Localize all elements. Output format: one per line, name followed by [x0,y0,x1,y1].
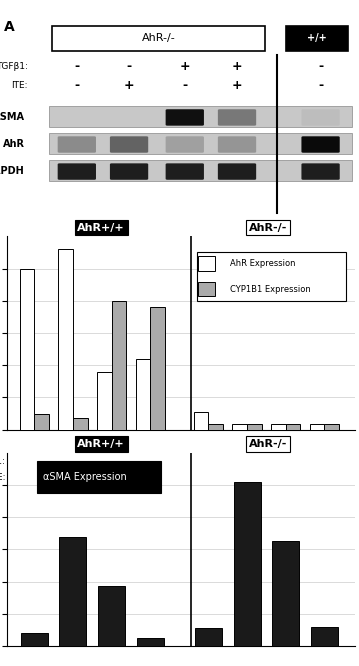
Bar [325,424,339,430]
Text: -: - [206,474,211,484]
Text: AhR Expression: AhR Expression [230,259,295,268]
FancyBboxPatch shape [110,137,148,153]
FancyBboxPatch shape [302,163,340,180]
Bar [232,424,247,430]
Text: +/+: +/+ [307,33,327,43]
Text: +: + [242,457,252,467]
FancyBboxPatch shape [165,163,204,180]
Text: CYP1B1 Expression: CYP1B1 Expression [230,284,311,294]
Bar [73,418,88,430]
FancyBboxPatch shape [302,109,340,126]
Bar [198,256,215,270]
Text: αSMA Expression: αSMA Expression [43,472,127,482]
FancyBboxPatch shape [286,26,349,51]
FancyBboxPatch shape [49,106,352,127]
Text: +: + [180,60,190,73]
FancyBboxPatch shape [49,133,352,155]
Text: +: + [68,457,78,467]
Text: TGFβ1:: TGFβ1: [0,62,28,71]
Text: -: - [318,79,323,92]
Text: AhR: AhR [3,139,24,149]
FancyBboxPatch shape [302,137,340,153]
Text: +: + [281,457,290,467]
Text: -: - [32,457,37,467]
Bar [310,424,325,430]
Bar [34,414,49,430]
Text: -: - [74,60,79,73]
Text: +: + [107,457,116,467]
Bar [19,268,34,430]
Text: AhR-/-: AhR-/- [249,222,288,232]
Text: ITE:: ITE: [11,81,28,90]
Bar [195,628,222,646]
Text: +: + [281,474,290,484]
FancyBboxPatch shape [197,252,346,301]
Text: +: + [320,474,329,484]
Text: GAPDH: GAPDH [0,166,24,176]
Text: -: - [71,474,75,484]
Text: -: - [74,79,79,92]
Text: AhR+/+: AhR+/+ [78,439,125,449]
Text: TGFβ1:: TGFβ1: [0,457,5,466]
FancyBboxPatch shape [165,109,204,126]
FancyBboxPatch shape [58,137,96,153]
Text: -: - [126,60,132,73]
FancyBboxPatch shape [218,163,256,180]
Bar [58,249,73,430]
Bar [59,537,87,646]
Text: -: - [206,457,211,467]
FancyBboxPatch shape [52,26,265,51]
FancyBboxPatch shape [58,163,96,180]
Bar [137,638,164,646]
FancyBboxPatch shape [49,160,352,181]
Text: AhR+/+: AhR+/+ [78,222,125,232]
Text: -: - [182,79,187,92]
Text: -: - [322,457,327,467]
Text: +: + [232,79,242,92]
Text: A: A [4,20,14,34]
FancyBboxPatch shape [165,137,204,153]
Text: +: + [146,474,155,484]
Text: +: + [124,79,134,92]
Bar [208,424,223,430]
Bar [198,282,215,296]
Bar [247,424,262,430]
Bar [272,541,299,646]
Bar [98,587,125,646]
Bar [311,627,338,646]
Text: AhR-/-: AhR-/- [142,33,176,43]
FancyBboxPatch shape [110,163,148,180]
Text: ITE:: ITE: [0,474,5,482]
Bar [112,301,126,430]
Text: -: - [148,457,153,467]
Text: -: - [32,474,37,484]
Bar [233,482,261,646]
Text: +: + [107,474,116,484]
FancyBboxPatch shape [218,137,256,153]
Text: -: - [245,474,250,484]
Bar [21,633,48,646]
Bar [97,372,112,430]
FancyBboxPatch shape [37,461,161,493]
Text: AhR-/-: AhR-/- [249,439,288,449]
Bar [286,424,300,430]
Bar [150,307,165,430]
FancyBboxPatch shape [218,109,256,126]
Bar [194,412,208,430]
Bar [271,424,286,430]
Text: αSMA: αSMA [0,112,24,122]
Bar [136,359,150,430]
Text: +: + [232,60,242,73]
Text: -: - [318,60,323,73]
